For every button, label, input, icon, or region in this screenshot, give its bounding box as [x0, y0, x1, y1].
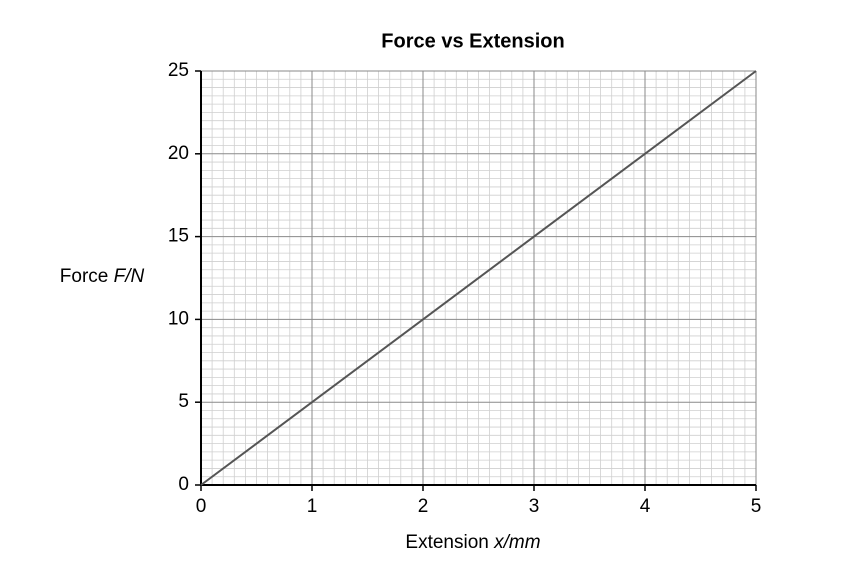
x-tick-label: 1 — [307, 496, 318, 517]
y-tick-label: 20 — [168, 143, 189, 164]
x-tick-label: 0 — [196, 496, 207, 517]
x-tick-label: 5 — [751, 496, 762, 517]
y-axis-label: Force F/N — [60, 266, 145, 287]
y-tick-label: 25 — [168, 60, 189, 81]
chart-title: Force vs Extension — [381, 30, 564, 52]
x-tick-label: 2 — [418, 496, 429, 517]
x-tick-label: 3 — [529, 496, 540, 517]
y-tick-label: 0 — [178, 474, 189, 495]
data-line — [200, 70, 757, 486]
y-tick-label: 10 — [168, 308, 189, 329]
y-tick-label: 5 — [178, 391, 189, 412]
x-tick-label: 4 — [640, 496, 651, 517]
y-tick-label: 15 — [168, 226, 189, 247]
x-axis-label: Extension x/mm — [405, 532, 540, 553]
